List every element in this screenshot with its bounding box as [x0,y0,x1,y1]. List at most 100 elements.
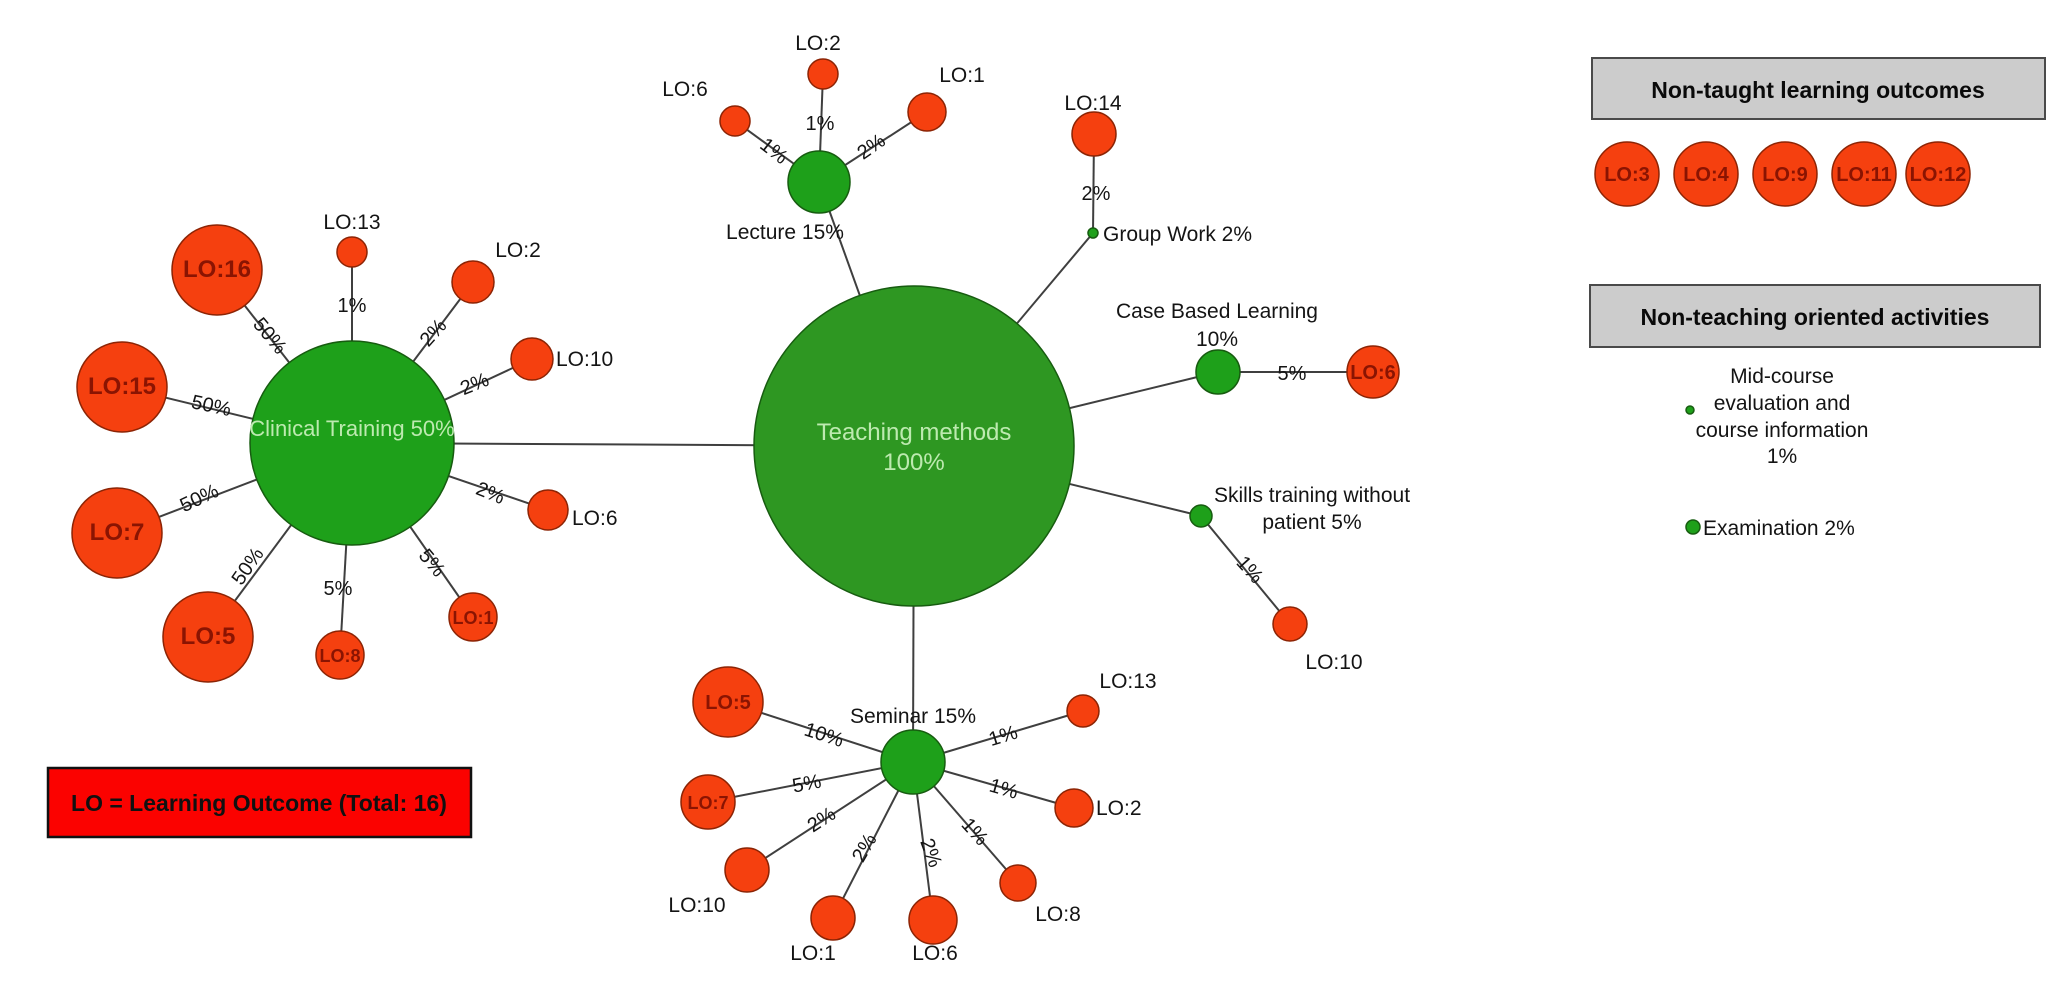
skills-lo10-label: LO:10 [1305,651,1362,674]
satellite-lecture-lo1 [907,92,947,132]
node-seminar [880,729,946,795]
clinical-lo16-label: LO:16 [183,256,251,283]
satellite-seminar-lo1 [810,895,856,941]
clinical-lo6-label: LO:6 [572,507,618,530]
non-taught-lo12-label: LO:12 [1910,164,1967,186]
satellite-clinical-lo6 [527,489,569,531]
satellite-groupwork-lo14 [1071,111,1117,157]
clinical-lo5-label: LO:5 [181,623,236,650]
non-teaching-panel [1589,284,2041,348]
lecture-label: Lecture 15% [726,221,844,244]
seminar-lo2-label: LO:2 [1096,797,1142,820]
satellite-skills-lo10 [1272,606,1308,642]
groupwork-lo14-pct: 2% [1082,183,1111,205]
node-skills-training [1189,504,1213,528]
satellite-clinical-lo1 [448,592,498,642]
seminar-lo8-label: LO:8 [1035,903,1081,926]
mid-course-line1: Mid-course [1730,365,1834,388]
clinical-lo7-pct: 50% [177,480,223,517]
satellite-seminar-lo13 [1066,694,1100,728]
clinical-lo13-label: LO:13 [323,211,380,234]
clinical-lo10-pct: 2% [457,369,492,400]
groupwork-lo14-label: LO:14 [1064,92,1122,115]
clinical-lo2-label: LO:2 [495,239,541,262]
seminar-lo13-label: LO:13 [1099,670,1156,693]
seminar-lo2-pct: 1% [987,775,1021,804]
mid-course-line2: evaluation and [1714,392,1851,415]
node-teaching-methods [753,285,1075,607]
teaching-methods-label: Teaching methods [817,419,1012,446]
non-taught-lo9-circle [1752,141,1818,207]
case-based-label-line1: Case Based Learning [1116,300,1318,323]
case-based-label-line2: 10% [1196,328,1238,351]
satellite-seminar-lo8 [999,864,1037,902]
clinical-lo2-pct: 2% [416,315,452,351]
satellite-clinical-lo5 [162,591,254,683]
skills-lo10-pct: 1% [1232,552,1268,588]
clinical-lo7-label: LO:7 [90,519,145,546]
edge-skills-lo10 [1200,515,1291,625]
satellite-seminar-lo6 [908,895,958,945]
lecture-lo2-pct: 1% [806,113,835,135]
clinical-lo15-pct: 50% [189,391,233,421]
clinical-lo6-pct: 2% [473,478,508,509]
non-taught-lo12-circle [1905,141,1971,207]
satellite-clinical-lo8 [315,630,365,680]
satellite-lecture-lo6 [719,105,751,137]
group-work-label: Group Work 2% [1103,223,1252,246]
non-taught-lo3-label: LO:3 [1604,164,1650,186]
satellite-seminar-lo2 [1054,788,1094,828]
satellite-lecture-lo2 [807,58,839,90]
seminar-lo7-label: LO:7 [687,793,728,813]
seminar-lo6-pct: 2% [915,836,946,871]
satellite-clinical-lo2 [451,260,495,304]
non-taught-lo11-label: LO:11 [1836,164,1892,186]
seminar-lo5-pct: 10% [801,719,846,752]
clinical-training-label: Clinical Training 50% [249,416,454,441]
node-case-based-learning [1195,349,1241,395]
satellite-clinical-lo13 [336,236,368,268]
non-taught-title: Non-taught learning outcomes [1651,77,1985,103]
clinical-lo1-label: LO:1 [452,608,493,628]
clinical-lo5-pct: 50% [228,544,269,590]
satellite-clinical-lo15 [76,341,168,433]
node-group-work [1087,227,1099,239]
clinical-lo8-label: LO:8 [319,646,360,666]
skills-label-line2: patient 5% [1262,511,1361,534]
lo-definition-box [46,766,473,839]
non-teaching-title: Non-teaching oriented activities [1641,304,1990,330]
edge-seminar-lo10 [746,761,914,871]
mid-course-dot [1685,405,1695,415]
satellite-seminar-lo7 [680,774,736,830]
lecture-lo1-label: LO:1 [939,64,985,87]
mid-course-line4: 1% [1767,445,1797,468]
non-taught-lo4-circle [1673,141,1739,207]
clinical-lo15-label: LO:15 [88,373,156,400]
satellite-clinical-lo10 [510,337,554,381]
seminar-lo1-pct: 2% [848,830,882,866]
clinical-lo16-pct: 50% [248,314,291,359]
seminar-lo10-pct: 2% [804,803,840,837]
casebased-lo6-pct: 5% [1278,363,1307,385]
lo-definition-label: LO = Learning Outcome (Total: 16) [71,790,447,816]
seminar-lo7-pct: 5% [791,771,824,798]
seminar-lo1-label: LO:1 [790,942,836,965]
examination-label: Examination 2% [1703,517,1855,540]
node-clinical-training [249,340,455,546]
non-taught-lo3-circle [1594,141,1660,207]
mid-course-line3: course information [1696,419,1869,442]
satellite-seminar-lo10 [724,847,770,893]
satellite-casebased-lo6 [1346,345,1400,399]
clinical-lo10-label: LO:10 [556,348,613,371]
edge-seminar-lo7 [707,761,914,803]
lecture-lo6-label: LO:6 [662,78,708,101]
skills-label-line1: Skills training without [1214,484,1410,507]
non-taught-lo11-circle [1831,141,1897,207]
lecture-lo1-pct: 2% [853,130,889,165]
seminar-lo5-label: LO:5 [705,692,751,714]
examination-dot [1685,519,1701,535]
satellite-seminar-lo5 [692,666,764,738]
satellite-clinical-lo16 [171,224,263,316]
